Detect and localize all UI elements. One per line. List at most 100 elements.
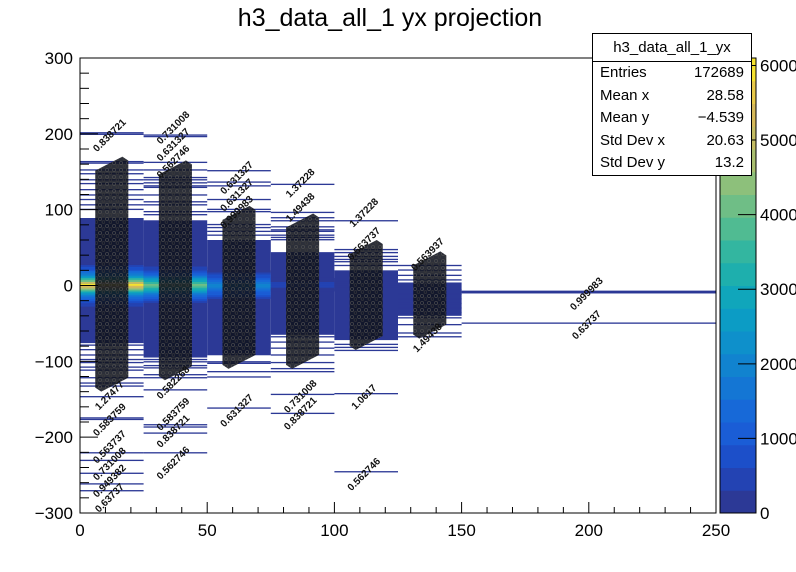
stats-value: −4.539 <box>697 109 744 127</box>
heatmap-cell <box>334 471 398 473</box>
text-cluster <box>95 156 129 392</box>
z-tick-label: 2000 <box>760 355 796 374</box>
text-cluster <box>158 160 192 381</box>
color-bar-step <box>720 217 756 241</box>
color-bar-step <box>720 399 756 423</box>
z-tick-label: 6000 <box>760 56 796 75</box>
heatmap-cell <box>461 322 716 324</box>
stats-label: Std Dev x <box>600 131 666 149</box>
color-bar-step <box>720 194 756 218</box>
x-tick-label: 150 <box>447 521 475 540</box>
heatmap-cell <box>143 424 208 426</box>
heatmap-cell <box>334 392 398 395</box>
heatmap-cell <box>270 217 335 219</box>
stats-label: Std Dev y <box>600 154 666 172</box>
z-tick-label: 1000 <box>760 429 796 448</box>
color-bar-step <box>720 285 756 309</box>
heatmap-cell <box>270 211 335 214</box>
y-tick-label: −200 <box>35 428 73 447</box>
heatmap-cell <box>461 292 716 294</box>
color-bar-step <box>720 331 756 355</box>
axes: 0 50 100 150 200 250 −300 −200 −100 0 100 200 300 <box>35 49 730 540</box>
heatmap-cell <box>80 160 144 163</box>
heatmap-cell <box>143 377 208 379</box>
heatmap-cell <box>143 426 208 428</box>
text-cluster <box>413 251 447 339</box>
x-tick-label: 200 <box>575 521 603 540</box>
heatmap-cell <box>270 371 335 373</box>
stats-value: 20.63 <box>706 131 744 149</box>
z-tick-label: 3000 <box>760 280 796 299</box>
stats-label: Mean x <box>600 86 650 104</box>
heatmap-cell <box>461 290 716 292</box>
heatmap-cell <box>143 432 208 434</box>
heatmap-cell <box>334 346 398 349</box>
heatmap-cell <box>80 133 144 135</box>
stats-value: 13.2 <box>714 154 744 172</box>
color-bar-step <box>720 490 756 514</box>
bin-value-label: 1.37228 <box>348 196 382 230</box>
z-tick-label: 0 <box>760 504 769 523</box>
heatmap-cell <box>270 393 335 396</box>
bin-value-label: 0.999983 <box>568 275 606 313</box>
heatmap-cell <box>207 185 271 187</box>
heatmap-cell <box>143 161 208 164</box>
color-bar-step <box>720 422 756 446</box>
x-tick-label: 50 <box>198 521 217 540</box>
color-bar-step <box>720 467 756 491</box>
heatmap-cell <box>80 483 144 485</box>
heatmap-cell <box>80 452 144 454</box>
heatmap-cell <box>143 452 208 454</box>
heatmap-cell <box>207 376 271 378</box>
text-cluster <box>286 213 320 369</box>
heatmap-cell <box>80 396 144 398</box>
bin-value-label: 0.562746 <box>346 456 384 494</box>
heatmap-cell <box>270 367 335 370</box>
color-bar-step <box>720 444 756 468</box>
heatmap-cell <box>207 181 271 183</box>
stats-rows: Entries 172689 Mean x 28.58 Mean y −4.539 Std … <box>593 62 751 175</box>
heatmap-cell <box>143 389 208 391</box>
text-cluster <box>222 205 256 369</box>
heatmap-cell <box>143 135 208 138</box>
heatmap-cell <box>270 183 335 186</box>
color-bar-step <box>720 262 756 286</box>
z-tick-label: 4000 <box>760 206 796 225</box>
stats-title: h3_data_all_1_yx <box>593 34 751 62</box>
heatmap-cell <box>207 407 271 409</box>
stats-row: Std Dev y 13.2 <box>593 152 751 175</box>
heatmap-cell <box>334 349 398 352</box>
heatmap-cell <box>398 336 462 338</box>
y-tick-label: 0 <box>64 277 73 296</box>
heatmap-cell <box>207 170 271 172</box>
color-bar-step <box>720 376 756 400</box>
stats-row: Mean x 28.58 <box>593 85 751 108</box>
x-tick-label: 100 <box>320 521 348 540</box>
y-tick-label: 200 <box>45 125 73 144</box>
text-clusters <box>95 156 447 392</box>
color-bar-step <box>720 353 756 377</box>
heatmap-cell <box>80 490 144 492</box>
heatmap-cell <box>207 208 271 211</box>
stats-row: Mean y −4.539 <box>593 107 751 130</box>
heatmap-cell <box>207 198 271 201</box>
bin-value-label: 0.562746 <box>155 445 193 483</box>
y-tick-label: −300 <box>35 504 73 523</box>
text-cluster <box>349 240 383 350</box>
y-tick-label: −100 <box>35 352 73 371</box>
x-tick-label: 0 <box>75 521 84 540</box>
chart-title: h3_data_all_1 yx projection <box>237 4 543 32</box>
stats-label: Entries <box>600 64 647 81</box>
bin-value-label: 0.631327 <box>219 392 257 430</box>
color-bar-step <box>720 308 756 332</box>
heatmap-cell <box>270 412 335 415</box>
heatmap-cell <box>461 291 716 293</box>
color-bar-step <box>720 240 756 264</box>
heatmap-cell <box>80 418 144 421</box>
heatmap-cell <box>80 132 144 134</box>
stats-row: Entries 172689 <box>593 62 751 85</box>
y-tick-label: 100 <box>45 201 73 220</box>
bin-value-label: 0.838721 <box>91 117 129 155</box>
stats-box: h3_data_all_1_yx Entries 172689 Mean x 28.5… <box>592 33 752 176</box>
